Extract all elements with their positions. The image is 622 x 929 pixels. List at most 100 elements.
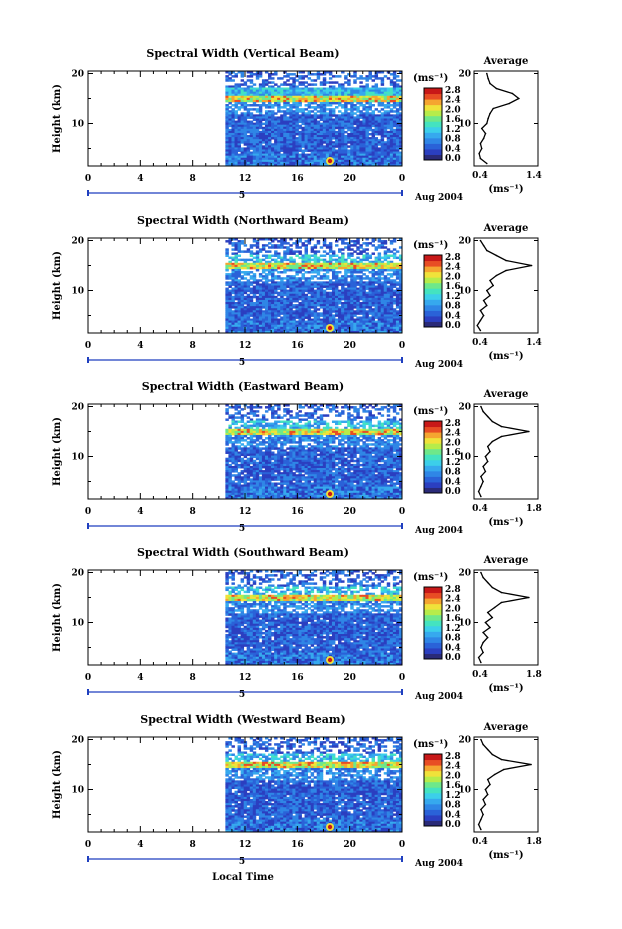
- heatmap-cell: [316, 322, 321, 326]
- heatmap-cell: [240, 293, 245, 297]
- heatmap-cell: [258, 161, 263, 165]
- heatmap-cell: [347, 116, 351, 119]
- heatmap-cell: [319, 116, 324, 119]
- heatmap-cell: [301, 93, 305, 97]
- heatmap-cell: [356, 264, 360, 268]
- heatmap-cell: [362, 91, 366, 95]
- heatmap-cell: [310, 83, 315, 86]
- heatmap-cell: [277, 128, 281, 132]
- heatmap-cell: [249, 128, 254, 132]
- heatmap-cell: [328, 118, 333, 121]
- heatmap-cell: [368, 101, 372, 105]
- heatmap-cell: [350, 126, 354, 130]
- heatmap-cell: [228, 163, 232, 167]
- heatmap-cell: [316, 299, 321, 303]
- heatmap-cell: [331, 322, 336, 326]
- heatmap-cell: [316, 126, 321, 130]
- heatmap-cell: [341, 279, 345, 282]
- heatmap-cell: [371, 273, 375, 276]
- heatmap-cell: [374, 279, 379, 282]
- heatmap-cell: [274, 104, 278, 107]
- heatmap-cell: [271, 81, 275, 84]
- heatmap-cell: [386, 304, 391, 307]
- heatmap-cell: [313, 260, 318, 264]
- heatmap-cell: [344, 420, 348, 423]
- heatmap-cell: [246, 87, 251, 90]
- heatmap-cell: [304, 326, 308, 330]
- heatmap-cell: [398, 302, 403, 305]
- heatmap-cell: [301, 128, 305, 132]
- heatmap-cell: [252, 145, 257, 148]
- heatmap-cell: [261, 139, 266, 142]
- heatmap-cell: [365, 322, 369, 326]
- heatmap-cell: [380, 87, 385, 90]
- heatmap-cell: [356, 145, 360, 148]
- heatmap-cell: [295, 264, 299, 268]
- heatmap-cell: [350, 316, 354, 319]
- heatmap-cell: [338, 412, 342, 415]
- heatmap-cell: [255, 114, 260, 117]
- heatmap-cell: [304, 75, 308, 78]
- heatmap-cell: [268, 163, 272, 167]
- heatmap-cell: [319, 135, 324, 138]
- colorbar-swatch: [424, 299, 442, 306]
- heatmap-cell: [289, 97, 293, 101]
- heatmap-cell: [392, 155, 397, 159]
- heatmap-cell: [347, 122, 351, 126]
- heatmap-cell: [322, 285, 327, 288]
- heatmap-cell: [225, 404, 229, 407]
- heatmap-cell: [322, 118, 327, 121]
- heatmap-cell: [383, 246, 388, 249]
- heatmap-cell: [362, 293, 366, 297]
- heatmap-cell: [353, 151, 357, 155]
- heatmap-cell: [365, 77, 369, 80]
- heatmap-cell: [258, 266, 263, 270]
- heatmap-cell: [338, 114, 342, 117]
- heatmap-cell: [350, 159, 354, 163]
- heatmap-cell: [359, 266, 363, 270]
- heatmap-cell: [316, 312, 321, 315]
- heatmap-cell: [322, 264, 327, 268]
- heatmap-cell: [292, 312, 296, 315]
- heatmap-cell: [280, 145, 284, 148]
- heatmap-cell: [371, 161, 375, 165]
- heatmap-cell: [374, 266, 379, 270]
- heatmap-cell: [331, 163, 336, 167]
- heatmap-cell: [322, 268, 327, 272]
- heatmap-cell: [316, 120, 321, 124]
- heatmap-cell: [322, 304, 327, 307]
- heatmap-cell: [374, 91, 379, 95]
- heatmap-cell: [231, 248, 235, 251]
- heatmap-cell: [398, 330, 403, 334]
- heatmap-cell: [271, 254, 275, 257]
- heatmap-cell: [252, 314, 257, 317]
- heatmap-cell: [319, 143, 324, 146]
- heatmap-cell: [268, 151, 272, 155]
- heatmap-cell: [398, 320, 403, 324]
- heatmap-cell: [249, 120, 254, 124]
- heatmap-cell: [237, 416, 242, 419]
- heatmap-cell: [359, 159, 363, 163]
- heatmap-cell: [264, 299, 269, 303]
- colorbar-tick-label: 2.8: [445, 253, 461, 263]
- heatmap-cell: [380, 262, 385, 266]
- heatmap-cell: [261, 244, 266, 247]
- heatmap-cell: [231, 93, 235, 97]
- heatmap-cell: [371, 291, 375, 295]
- heatmap-cell: [301, 145, 305, 148]
- heatmap-cell: [331, 281, 336, 284]
- heatmap-cell: [395, 149, 400, 152]
- heatmap-cell: [268, 135, 272, 138]
- heatmap-cell: [338, 289, 342, 293]
- colorbar-tick-label: 0.8: [445, 302, 461, 312]
- heatmap-cell: [271, 85, 275, 88]
- heatmap-cell: [356, 122, 360, 126]
- heatmap-cell: [298, 406, 302, 409]
- heatmap-cell: [310, 141, 315, 144]
- heatmap-cell: [371, 271, 375, 274]
- heatmap-cell: [322, 147, 327, 150]
- heatmap-cell: [261, 328, 266, 332]
- heatmap-cell: [295, 104, 299, 107]
- heatmap-cell: [362, 408, 366, 411]
- heatmap-cell: [325, 295, 330, 299]
